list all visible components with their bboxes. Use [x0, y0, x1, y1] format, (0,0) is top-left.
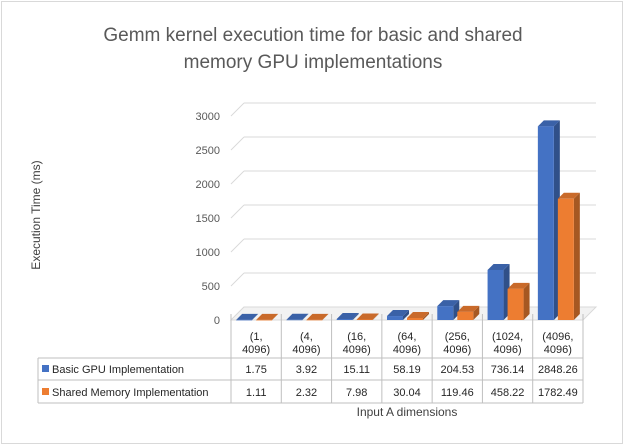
- bar-shared-1: [306, 313, 329, 321]
- y-tick-label: 3000: [196, 111, 220, 123]
- bar-basic-6: [537, 120, 560, 320]
- bar-shared-3: [407, 311, 429, 320]
- data-label: 458.22: [491, 387, 525, 399]
- bar-basic-2: [336, 312, 359, 320]
- y-tick-label: 1500: [196, 213, 220, 225]
- y-tick-label: 500: [202, 281, 220, 293]
- legend-key-shared: [42, 388, 49, 395]
- category-label: (64,: [398, 331, 417, 343]
- category-label: 4096): [494, 344, 522, 356]
- chart-title-line-2: memory GPU implementations: [183, 52, 443, 73]
- legend-label-shared: Shared Memory Implementation: [52, 387, 209, 399]
- y-tick-label: 0: [214, 315, 220, 327]
- data-label: 736.14: [491, 364, 525, 376]
- gridline-depth-5: [230, 136, 245, 151]
- x-axis-label: Input A dimensions: [356, 405, 458, 419]
- data-label: 1.75: [245, 364, 266, 376]
- bar-shared-2: [356, 313, 379, 320]
- data-label: 2848.26: [538, 364, 578, 376]
- data-label: 2.32: [296, 387, 317, 399]
- category-label: (1,: [250, 331, 263, 343]
- category-label: (16,: [347, 331, 366, 343]
- bar-shared-5: [507, 282, 530, 320]
- bar-basic-5: [487, 263, 510, 320]
- bar-shared-0: [256, 313, 279, 321]
- data-label: 1.11: [246, 387, 267, 399]
- category-label: 4096): [343, 344, 371, 356]
- bar-shared-4: [457, 305, 480, 320]
- category-label: 4096): [443, 344, 471, 356]
- data-label: 7.98: [346, 387, 367, 399]
- y-tick-label: 2500: [196, 145, 220, 157]
- gridline-depth-2: [230, 238, 245, 253]
- gridline-depth-3: [230, 204, 245, 219]
- category-label: 4096): [292, 344, 320, 356]
- bar-basic-3: [387, 310, 409, 320]
- y-tick-label: 1000: [196, 247, 220, 259]
- bar-shared-6: [557, 192, 580, 320]
- y-tick-label: 2000: [196, 179, 220, 191]
- chart-title: Gemm kernel execution time for basic and…: [0, 22, 626, 76]
- category-label: 4096): [544, 344, 572, 356]
- data-label: 15.11: [343, 364, 370, 376]
- data-label: 119.46: [441, 387, 474, 399]
- category-label: (4,: [300, 331, 313, 343]
- legend-key-basic: [42, 365, 49, 372]
- bar-basic-4: [437, 300, 460, 320]
- legend-label-basic: Basic GPU Implementation: [52, 364, 184, 376]
- category-label: (1024,: [492, 331, 523, 343]
- category-label: 4096): [242, 344, 270, 356]
- data-label: 58.19: [393, 364, 421, 376]
- bar-basic-1: [286, 313, 309, 321]
- data-label: 3.92: [296, 364, 317, 376]
- data-label: 30.04: [393, 387, 421, 399]
- category-label: (256,: [445, 331, 470, 343]
- data-label: 204.53: [440, 364, 474, 376]
- data-label: 1782.49: [538, 387, 578, 399]
- gridline-depth-6: [230, 102, 245, 117]
- category-label: (4096,: [542, 331, 573, 343]
- category-label: 4096): [393, 344, 421, 356]
- bar-basic-0: [236, 313, 259, 321]
- gridline-depth-4: [230, 170, 245, 185]
- chart-title-line-1: Gemm kernel execution time for basic and…: [103, 25, 523, 46]
- gridline-depth-1: [230, 272, 245, 287]
